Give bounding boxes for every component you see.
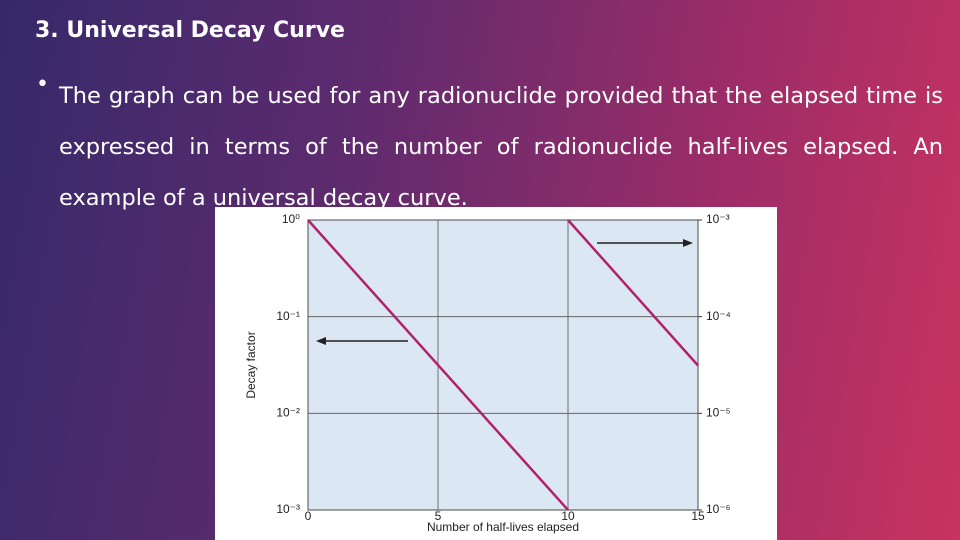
x-tick-label: 10: [561, 509, 575, 523]
y-tick-label: 10⁻³: [276, 502, 300, 516]
slide-title: 3. Universal Decay Curve: [35, 18, 345, 43]
y2-tick-label: 10⁻⁶: [706, 502, 731, 516]
y2-tick-label: 10⁻⁵: [706, 406, 731, 420]
bullet-marker: •: [36, 72, 49, 97]
y2-tick-label: 10⁻³: [706, 212, 730, 226]
y2-tick-label: 10⁻⁴: [706, 309, 731, 323]
y-tick-label: 10⁰: [282, 212, 300, 226]
x-axis-label: Number of half-lives elapsed: [427, 520, 579, 534]
data-line: [307, 219, 569, 511]
data-line: [567, 219, 699, 367]
y-tick-label: 10⁻¹: [276, 309, 300, 323]
arrows: [316, 239, 693, 345]
plot-area: [307, 219, 699, 511]
x-tick-label: 15: [691, 509, 705, 523]
x-tick-label: 0: [305, 509, 312, 523]
y-axis-label: Decay factor: [244, 331, 258, 398]
bullet-text: The graph can be used for any radionucli…: [59, 83, 943, 211]
x-tick-label: 5: [435, 509, 442, 523]
y-tick-label: 10⁻²: [276, 406, 300, 420]
